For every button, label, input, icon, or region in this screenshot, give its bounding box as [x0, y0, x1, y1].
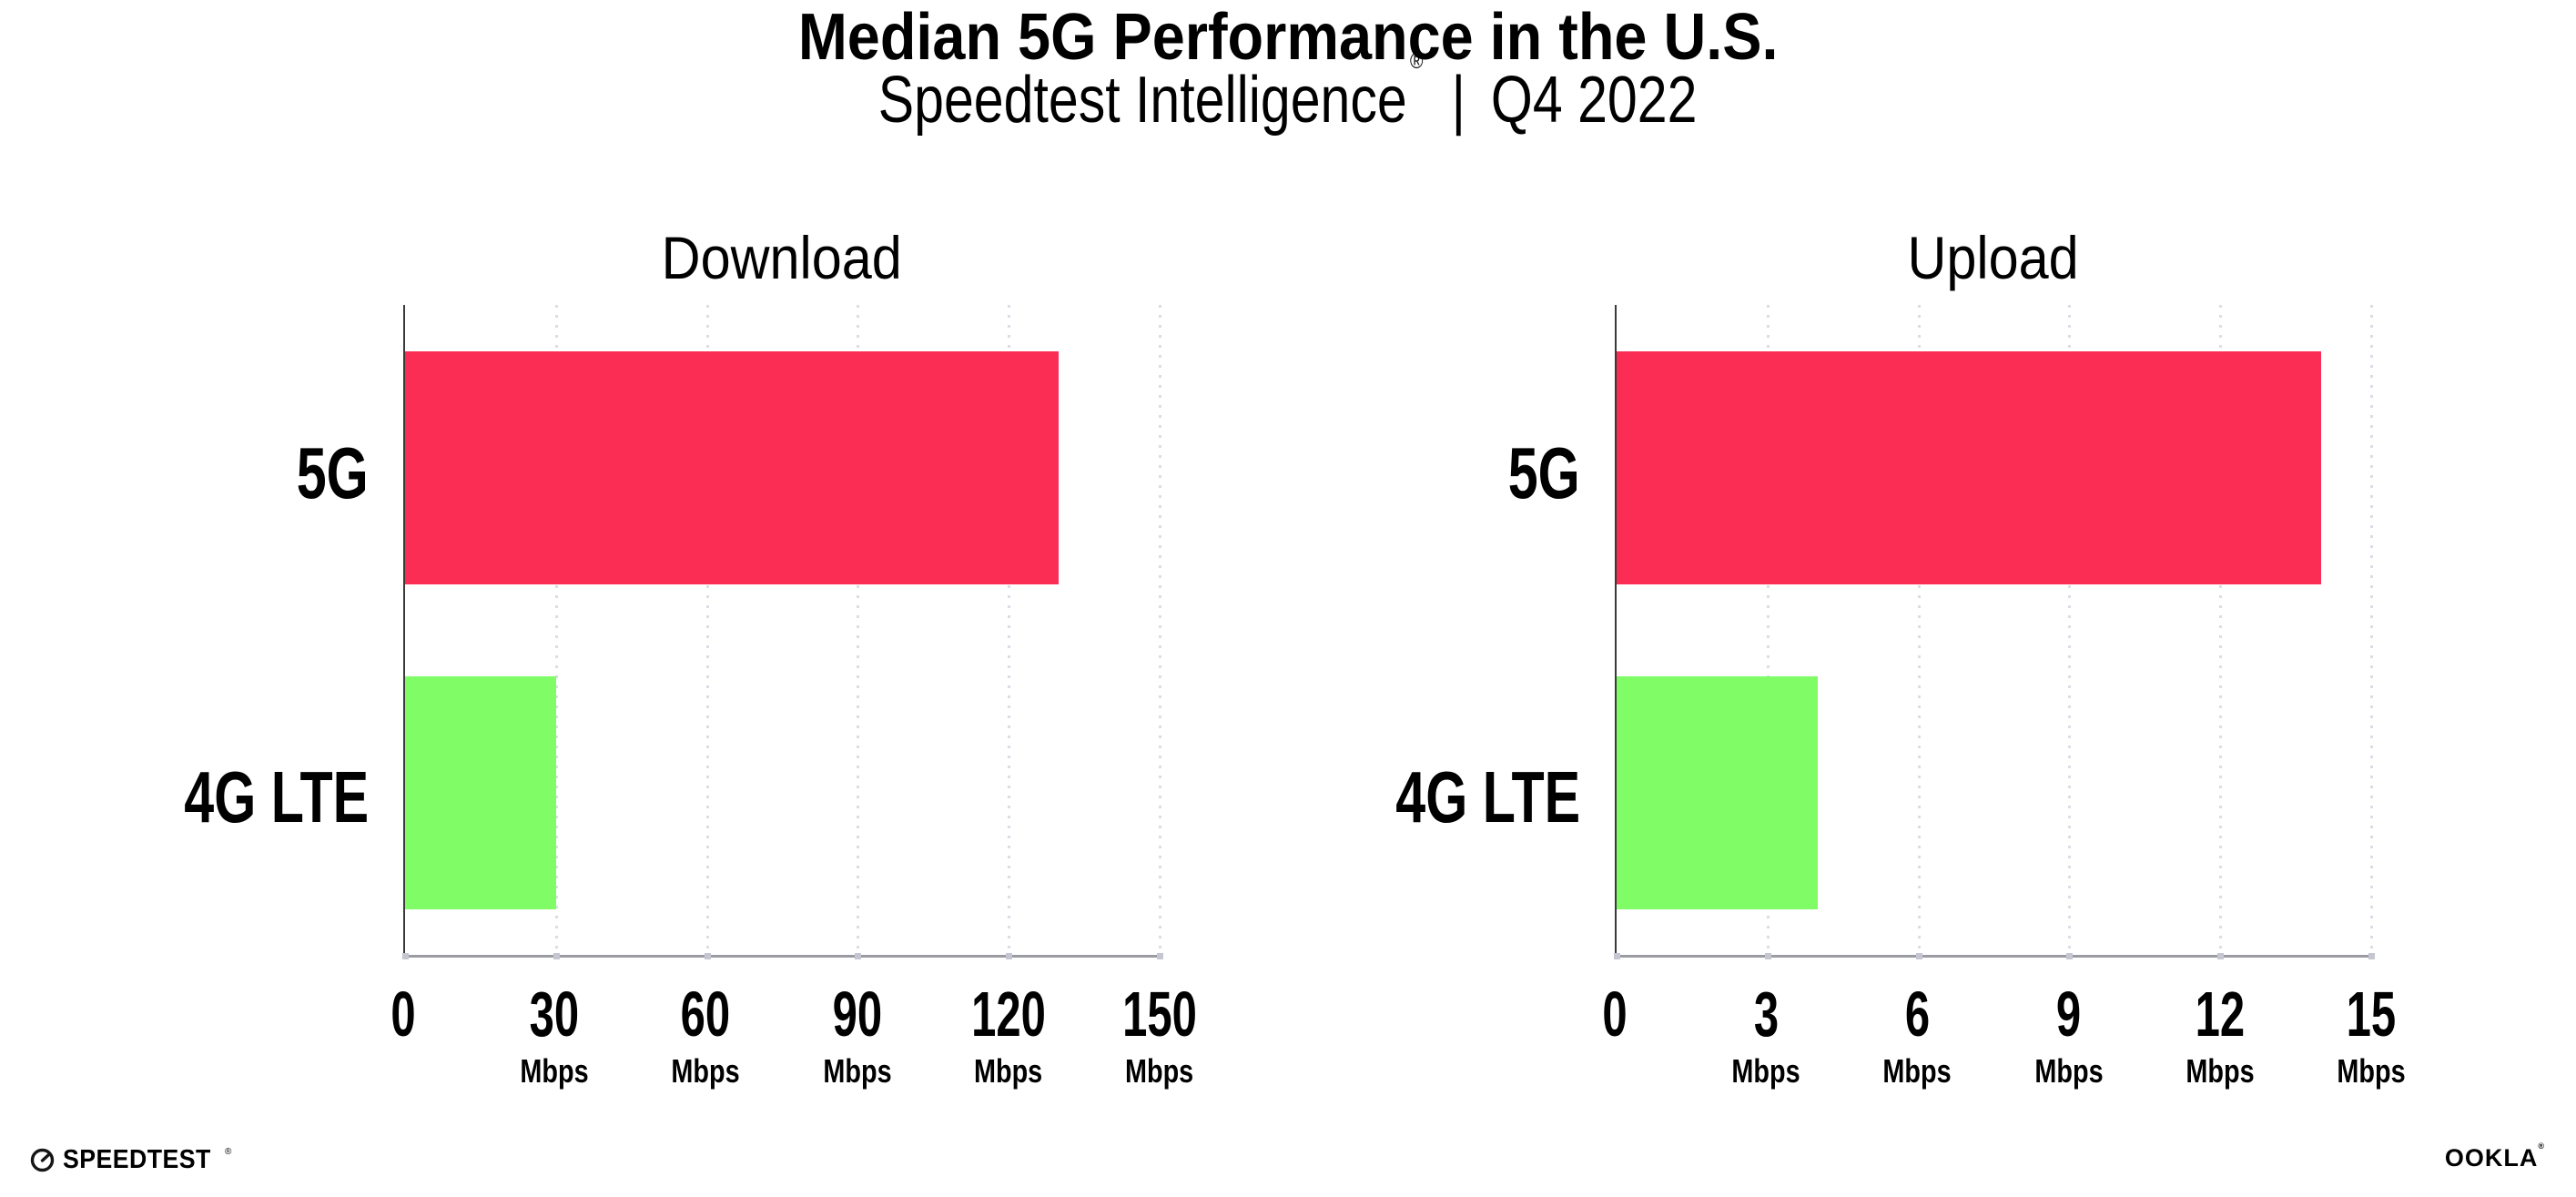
axis-tick-mark — [855, 953, 862, 959]
x-tick-label-150: 150 Mbps — [1107, 981, 1213, 1089]
axis-tick-mark — [1915, 953, 1922, 959]
chart-title-download: Download — [661, 224, 902, 291]
bar-5g-upload — [1617, 351, 2321, 585]
plot-area-upload — [1614, 305, 2375, 959]
axis-tick-mark — [704, 953, 711, 959]
tick-value: 0 — [1602, 979, 1628, 1050]
subtitle-period: Q4 2022 — [1491, 64, 1698, 137]
speedtest-gauge-icon — [30, 1148, 55, 1172]
x-tick-label-60: 60 Mbps — [663, 981, 748, 1089]
tick-value: 3 — [1753, 979, 1779, 1050]
subtitle-brand: Speedtest Intelligence — [878, 64, 1408, 137]
subtitle-separator: | — [1452, 64, 1466, 137]
gridline-60 — [705, 305, 709, 955]
tick-value: 6 — [1904, 979, 1931, 1050]
tick-value: 150 — [1122, 979, 1197, 1050]
x-tick-label-3: 3 Mbps — [1723, 981, 1809, 1089]
gridline-12 — [2219, 305, 2223, 955]
x-tick-label-12: 12 Mbps — [2177, 981, 2263, 1089]
axis-tick-mark — [553, 953, 560, 959]
axis-tick-mark — [1764, 953, 1771, 959]
gridline-6 — [1917, 305, 1921, 955]
tick-value: 30 — [529, 979, 580, 1050]
gridline-9 — [2068, 305, 2072, 955]
x-axis-upload: 0 3 Mbps 6 Mbps 9 Mbps 12 Mbps 15 Mbps — [1602, 958, 2405, 1121]
x-tick-label-0: 0 — [1597, 981, 1633, 1047]
axis-tick-mark — [1157, 953, 1163, 959]
tick-unit: Mbps — [2186, 1052, 2255, 1090]
tick-unit: Mbps — [1125, 1052, 1194, 1090]
tick-value: 60 — [681, 979, 731, 1050]
tick-value: 12 — [2195, 979, 2246, 1050]
axis-tick-mark — [2217, 953, 2225, 959]
tick-unit: Mbps — [520, 1052, 589, 1090]
x-tick-label-9: 9 Mbps — [2026, 981, 2112, 1089]
x-tick-label-30: 30 Mbps — [512, 981, 597, 1089]
subtitle: Speedtest Intelligence® | Q4 2022 — [0, 49, 2576, 133]
x-axis-download: 0 30 Mbps 60 Mbps 90 Mbps 120 Mbps 150 Mbps — [390, 958, 1197, 1121]
x-tick-label-6: 6 Mbps — [1874, 981, 1960, 1089]
tick-value: 9 — [2055, 979, 2082, 1050]
gridline-150 — [1159, 305, 1161, 955]
ookla-registered-icon: ® — [2538, 1141, 2545, 1151]
category-label-4g-lte: 4G LTE — [184, 756, 369, 838]
page-title-text: Median 5G Performance in the U.S. — [797, 1, 1779, 74]
chart-title-upload: Upload — [1907, 224, 2079, 291]
bar-4g-lte-upload — [1617, 676, 1819, 910]
gridline-15 — [2370, 305, 2373, 955]
x-tick-label-120: 120 Mbps — [955, 981, 1061, 1089]
gridline-30 — [554, 305, 558, 955]
tick-unit: Mbps — [974, 1052, 1043, 1090]
tick-unit: Mbps — [2337, 1052, 2406, 1090]
upload-chart: Upload 5G 4G LTE 0 3 Mbps 6 Mbps 9 Mbps 12 Mbps 1… — [1314, 218, 2405, 1138]
axis-tick-mark — [402, 953, 409, 959]
bar-5g-download — [405, 351, 1060, 585]
ookla-logo: OOKLA® — [2444, 1141, 2545, 1172]
gridline-3 — [1766, 305, 1770, 955]
speedtest-registered-icon: ® — [224, 1147, 232, 1157]
category-label-5g: 5G — [1508, 431, 1580, 513]
registered-trademark-icon: ® — [1410, 49, 1424, 74]
bar-4g-lte-download — [405, 676, 556, 910]
y-axis-labels: 5G 4G LTE — [103, 305, 403, 958]
ookla-wordmark: OOKLA — [2444, 1144, 2539, 1172]
axis-tick-mark — [2066, 953, 2074, 959]
category-label-5g: 5G — [297, 431, 369, 513]
tick-value: 15 — [2346, 979, 2397, 1050]
speedtest-wordmark: SPEEDTEST — [63, 1145, 211, 1174]
page-title: Median 5G Performance in the U.S. — [0, 0, 2576, 75]
tick-value: 0 — [390, 979, 416, 1050]
tick-unit: Mbps — [2033, 1052, 2104, 1090]
tick-unit: Mbps — [1731, 1052, 1800, 1090]
y-axis-labels: 5G 4G LTE — [1314, 305, 1615, 958]
gridline-90 — [857, 305, 860, 955]
speedtest-logo: SPEEDTEST ® — [30, 1145, 231, 1175]
download-chart: Download 5G 4G LTE 0 30 Mbps 60 Mbps 90 Mbps 12… — [103, 218, 1197, 1138]
tick-unit: Mbps — [1882, 1052, 1952, 1090]
tick-value: 90 — [832, 979, 882, 1050]
axis-tick-mark — [1006, 953, 1013, 959]
category-label-4g-lte: 4G LTE — [1395, 756, 1580, 838]
tick-unit: Mbps — [822, 1052, 892, 1090]
axis-tick-mark — [2368, 953, 2375, 959]
tick-value: 120 — [970, 979, 1046, 1050]
x-tick-label-90: 90 Mbps — [815, 981, 900, 1089]
x-tick-label-0: 0 — [386, 981, 421, 1047]
axis-tick-mark — [1614, 953, 1620, 959]
x-tick-label-15: 15 Mbps — [2328, 981, 2414, 1089]
tick-unit: Mbps — [671, 1052, 740, 1090]
gridline-120 — [1008, 305, 1011, 955]
plot-area-download — [402, 305, 1163, 959]
